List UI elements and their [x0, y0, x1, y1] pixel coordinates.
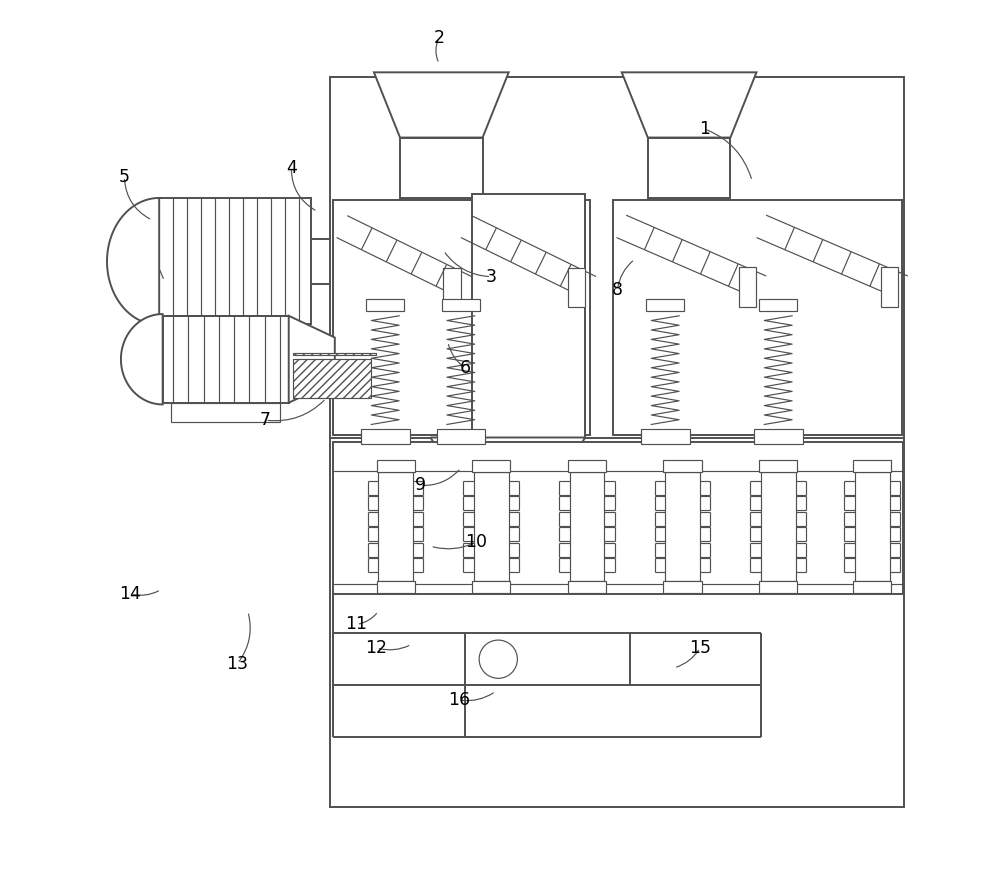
Text: 14: 14	[120, 585, 141, 603]
Bar	[855, 473, 890, 581]
Bar	[474, 473, 509, 581]
Bar	[641, 429, 690, 444]
Bar	[663, 460, 702, 472]
Text: 12: 12	[366, 639, 388, 657]
Bar	[648, 137, 730, 199]
Bar	[665, 473, 700, 581]
Bar	[568, 460, 606, 472]
Bar	[646, 299, 684, 311]
Polygon shape	[622, 73, 756, 137]
Bar	[378, 473, 413, 581]
Bar	[761, 473, 796, 581]
Circle shape	[479, 640, 517, 678]
Bar	[853, 581, 891, 593]
Bar	[437, 429, 485, 444]
Bar	[663, 581, 702, 593]
Bar	[442, 299, 480, 311]
Polygon shape	[289, 316, 335, 402]
Bar	[853, 460, 891, 472]
Text: 2: 2	[434, 29, 445, 46]
Bar	[377, 460, 415, 472]
Bar	[472, 581, 510, 593]
Bar	[570, 473, 604, 581]
Text: 16: 16	[448, 691, 470, 709]
Bar	[333, 442, 903, 594]
Bar	[377, 581, 415, 593]
Text: 10: 10	[466, 533, 488, 551]
Bar	[472, 460, 510, 472]
Text: 15: 15	[689, 639, 711, 657]
Bar	[293, 354, 376, 355]
Text: 8: 8	[612, 281, 623, 298]
Bar	[568, 581, 606, 593]
Text: 6: 6	[460, 359, 471, 377]
Bar	[366, 299, 404, 311]
Bar	[759, 299, 797, 311]
Bar	[171, 402, 280, 422]
Bar	[759, 581, 797, 593]
Text: 11: 11	[346, 615, 368, 634]
Bar	[330, 77, 904, 807]
Bar	[465, 634, 630, 685]
Bar	[754, 429, 803, 444]
Text: 3: 3	[486, 268, 497, 285]
Text: 13: 13	[226, 654, 248, 673]
Bar	[463, 490, 552, 524]
Bar	[759, 460, 797, 472]
Bar	[333, 200, 590, 435]
Bar	[293, 360, 371, 398]
Bar	[159, 199, 311, 325]
Polygon shape	[107, 198, 159, 325]
Polygon shape	[121, 314, 163, 404]
Text: 1: 1	[699, 120, 710, 138]
Text: 4: 4	[286, 159, 297, 177]
Bar	[472, 194, 585, 438]
Text: 5: 5	[119, 168, 130, 186]
Bar	[443, 268, 461, 307]
Bar	[881, 268, 898, 307]
Polygon shape	[374, 73, 509, 137]
Bar	[163, 316, 289, 402]
Bar	[739, 268, 756, 307]
Polygon shape	[430, 438, 585, 490]
Bar	[361, 429, 410, 444]
Bar	[400, 137, 483, 199]
Text: 9: 9	[414, 476, 426, 494]
Text: 7: 7	[260, 411, 271, 429]
Bar	[613, 200, 902, 435]
Bar	[568, 268, 585, 307]
